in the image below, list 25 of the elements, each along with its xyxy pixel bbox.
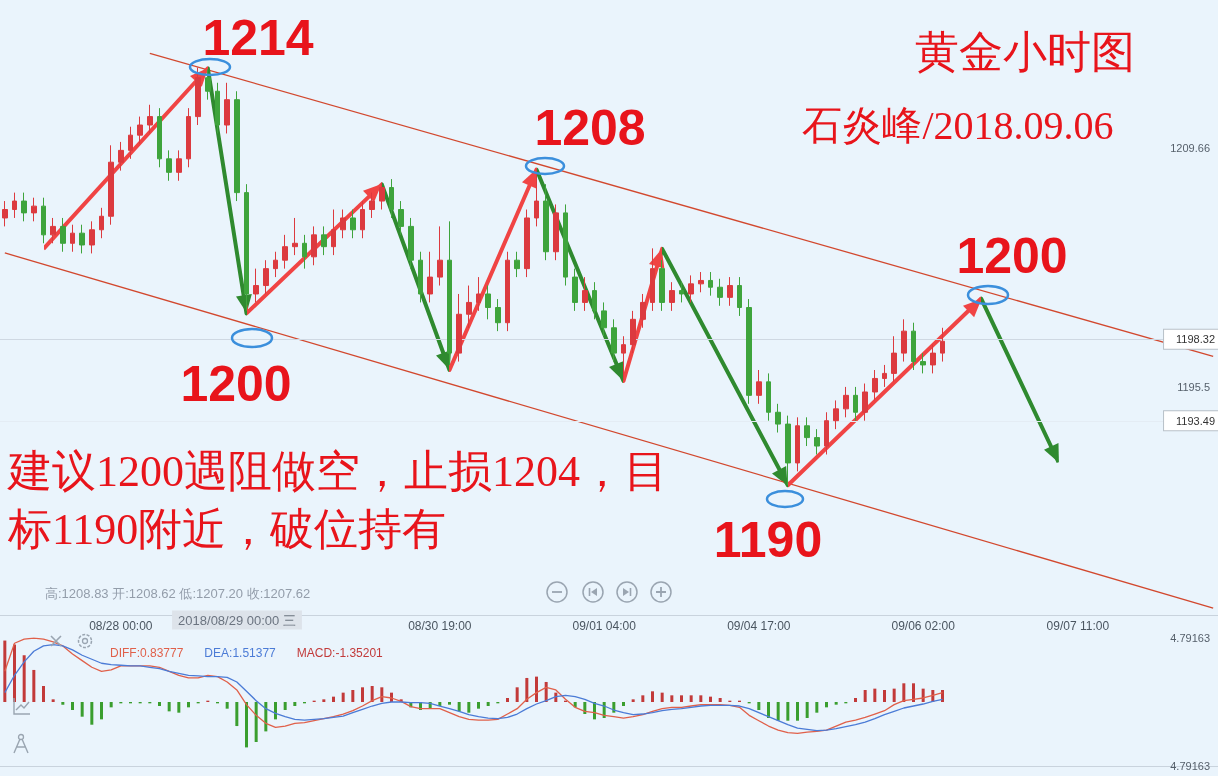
ref-line-label: 1198.32 — [1176, 333, 1215, 346]
annotation: 1200 — [956, 228, 1068, 284]
annotation: 1200 — [180, 356, 292, 412]
annotation: 1208 — [534, 100, 646, 156]
series-label: DIFF:0.83777 — [110, 646, 184, 660]
annotation: 高:1208.83 开:1208.62 低:1207.20 收:1207.62 — [45, 585, 311, 601]
x-tick-label: 09/04 17:00 — [727, 619, 791, 633]
ref-line-label: 1193.49 — [1176, 414, 1215, 427]
x-tick-label: 09/07 11:00 — [1046, 619, 1110, 633]
y-tick-label: 4.79163 — [1170, 632, 1210, 644]
text: MACD:-1.35201 — [296, 646, 384, 660]
text: 黄金小时图 — [915, 27, 1135, 77]
x-tick-label: 08/28 00:00 — [89, 619, 153, 633]
annotation: 1190 — [713, 512, 823, 568]
x-tick-label: 09/06 02:00 — [891, 619, 956, 633]
y-tick-label: 1209.66 — [1170, 141, 1210, 154]
x-tick-label: 09/01 04:00 — [572, 619, 637, 633]
annotation: 建议1200遇阻做空，止损1204，目标1190附近，破位持有 — [7, 446, 668, 554]
text: 石炎峰/2018.09.06 — [802, 102, 1114, 148]
x-tick-label: 08/30 19:00 — [408, 619, 472, 633]
y-tick-label: 4.79163 — [1170, 760, 1210, 772]
series-label: DEA:1.51377 — [204, 646, 277, 660]
annotation: 1214 — [202, 10, 314, 66]
y-tick-label: 1195.5 — [1177, 380, 1210, 393]
annotation: 2018/08/29 00:00 三 — [178, 612, 296, 628]
